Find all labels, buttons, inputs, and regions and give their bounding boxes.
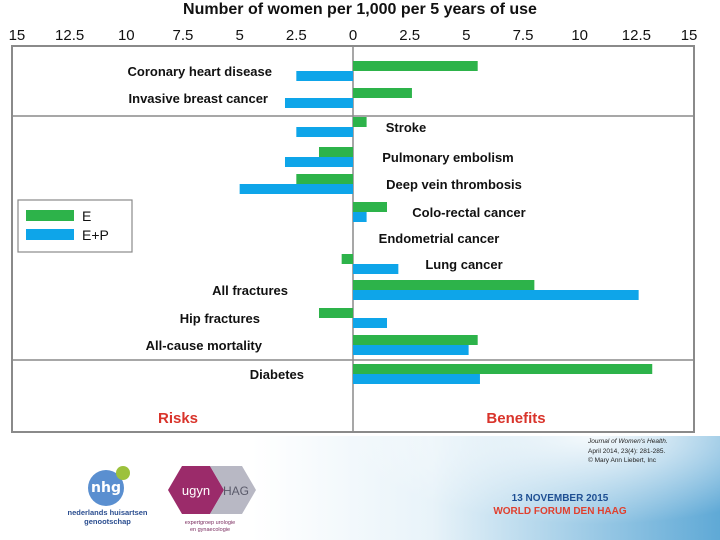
x-tick-label: 2.5 xyxy=(286,27,307,44)
svg-text:HAG: HAG xyxy=(223,484,249,498)
chart-frame xyxy=(11,45,695,433)
x-tick-label: 5 xyxy=(462,27,470,44)
bar-ep xyxy=(239,184,353,194)
chart-title: Number of women per 1,000 per 5 years of… xyxy=(183,1,537,18)
legend-label: E xyxy=(82,208,91,224)
citation-copyright: © Mary Ann Liebert, Inc xyxy=(588,457,657,464)
bar-ep xyxy=(296,127,353,137)
category-label: Hip fractures xyxy=(180,311,260,326)
bar-e xyxy=(318,308,353,318)
bar-ep xyxy=(284,98,353,108)
bar-e xyxy=(341,254,353,264)
risks-label: Risks xyxy=(158,410,198,427)
event-name: WORLD FORUM DEN HAAG xyxy=(493,506,627,517)
x-tick-label: 12.5 xyxy=(55,27,84,44)
x-tick-label: 10 xyxy=(571,27,588,44)
chart: Number of women per 1,000 per 5 years of… xyxy=(9,1,698,433)
x-tick-label: 2.5 xyxy=(399,27,420,44)
x-tick-label: 7.5 xyxy=(173,27,194,44)
bar-ep xyxy=(353,345,469,355)
bar-e xyxy=(353,61,478,71)
bar-e xyxy=(353,364,653,374)
bar-e xyxy=(353,280,535,290)
category-label: Invasive breast cancer xyxy=(129,91,268,106)
benefits-label: Benefits xyxy=(486,410,545,427)
legend-swatch xyxy=(26,210,74,221)
bar-ep xyxy=(284,157,353,167)
nhg-logo-mark: nhg xyxy=(88,466,130,506)
bar-e xyxy=(353,335,478,345)
x-tick-label: 15 xyxy=(9,27,26,44)
bar-ep xyxy=(296,71,353,81)
bar-e xyxy=(353,117,367,127)
ugyn-logo-subtitle: expertgroep urologie en gynaecologie xyxy=(184,520,236,533)
category-label: Coronary heart disease xyxy=(127,64,272,79)
bar-ep xyxy=(353,374,480,384)
legend-swatch xyxy=(26,229,74,240)
event-date: 13 NOVEMBER 2015 xyxy=(511,493,609,504)
category-label: All-cause mortality xyxy=(146,338,263,353)
legend-label: E+P xyxy=(82,227,109,243)
bar-ep xyxy=(353,318,388,328)
category-label: Pulmonary embolism xyxy=(382,150,513,165)
chart-text: Number of women per 1,000 per 5 years of… xyxy=(9,1,698,427)
category-label: Colo-rectal cancer xyxy=(412,205,525,220)
citation-issue: April 2014, 23(4): 281-285. xyxy=(588,447,666,455)
bar-e xyxy=(296,174,353,184)
x-tick-label: 10 xyxy=(118,27,135,44)
event-info: 13 NOVEMBER 2015 WORLD FORUM DEN HAAG xyxy=(470,492,650,518)
chart-bars xyxy=(26,61,653,384)
x-tick-label: 7.5 xyxy=(513,27,534,44)
category-label: Deep vein thrombosis xyxy=(386,177,522,192)
ugyn-hag-logo: ugyn HAG expertgroep urologie en gynaeco… xyxy=(162,462,258,538)
nhg-logo: nhg nederlands huisartsen genootschap xyxy=(60,466,155,530)
bar-e xyxy=(353,202,388,212)
x-tick-label: 5 xyxy=(235,27,243,44)
nhg-logo-text: nederlands huisartsen genootschap xyxy=(67,508,148,526)
category-label: Stroke xyxy=(386,120,426,135)
bar-ep xyxy=(353,290,639,300)
category-label: Lung cancer xyxy=(425,257,502,272)
bar-e xyxy=(353,88,412,98)
citation-journal: Journal of Women's Health. xyxy=(588,438,668,445)
svg-text:ugyn: ugyn xyxy=(182,483,210,498)
citation: Journal of Women's Health. April 2014, 2… xyxy=(588,437,716,466)
bar-ep xyxy=(353,264,399,274)
ugyn-hag-logo-mark: ugyn HAG xyxy=(168,466,256,514)
category-label: All fractures xyxy=(212,283,288,298)
category-label: Diabetes xyxy=(250,367,304,382)
legend-box xyxy=(17,199,133,253)
bar-ep xyxy=(353,212,367,222)
x-tick-label: 12.5 xyxy=(622,27,651,44)
x-tick-label: 15 xyxy=(681,27,698,44)
x-tick-label: 0 xyxy=(349,27,357,44)
footer-wave-decoration xyxy=(300,436,720,540)
category-label: Endometrial cancer xyxy=(379,231,500,246)
bar-e xyxy=(318,147,353,157)
